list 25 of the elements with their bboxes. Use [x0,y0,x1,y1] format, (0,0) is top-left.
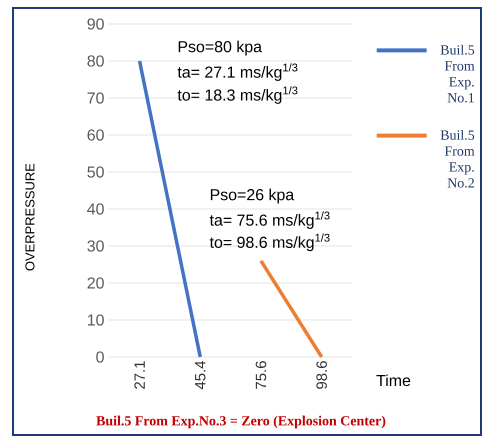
annotation: Pso=26 kpa [210,188,294,204]
x-tick-label: 75.6 [256,361,266,389]
y-tick-label: 0 [96,351,104,363]
annotation: ta= 75.6 ms/kg$^{1/3}$ [210,211,330,229]
y-tick-label: 80 [87,55,104,67]
x-tick-label: 45.4 [195,360,206,390]
y-tick-label: 90 [88,18,104,30]
y-tick-label: 30 [87,240,104,252]
x-axis-title: Time [376,374,410,386]
x-tick-label: 98.6 [316,361,327,389]
annotation: Pso=80 kpa [178,40,262,56]
annotation: ta= 27.1 ms/kg$^{1/3}$ [178,63,298,81]
legend-label: Buil.5 From Exp. No.1 [440,44,474,103]
y-tick-label: 20 [88,277,104,289]
annotation: to= 98.6 ms/kg$^{1/3}$ [210,233,330,252]
y-tick-label: 50 [87,166,104,178]
text: Buil.5 From Exp.No.3 = Zero (Explosion Center) [96,416,386,428]
annotation: to= 18.3 ms/kg$^{1/3}$ [178,86,298,104]
y-tick-label: 60 [88,129,104,141]
legend-label: Buil.5 From Exp. No.2 [440,130,474,188]
y-axis-title: OVERPRESSURE [25,164,35,270]
y-tick-label: 40 [87,203,104,215]
y-tick-label: 70 [88,92,104,104]
y-tick-label: 10 [88,314,104,326]
x-tick-label: 27.1 [134,361,145,389]
